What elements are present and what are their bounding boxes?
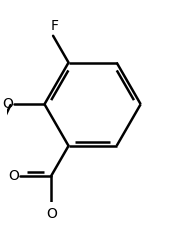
Text: O: O: [46, 207, 57, 221]
Text: O: O: [2, 97, 13, 111]
Text: F: F: [51, 19, 59, 33]
Text: O: O: [9, 169, 20, 183]
